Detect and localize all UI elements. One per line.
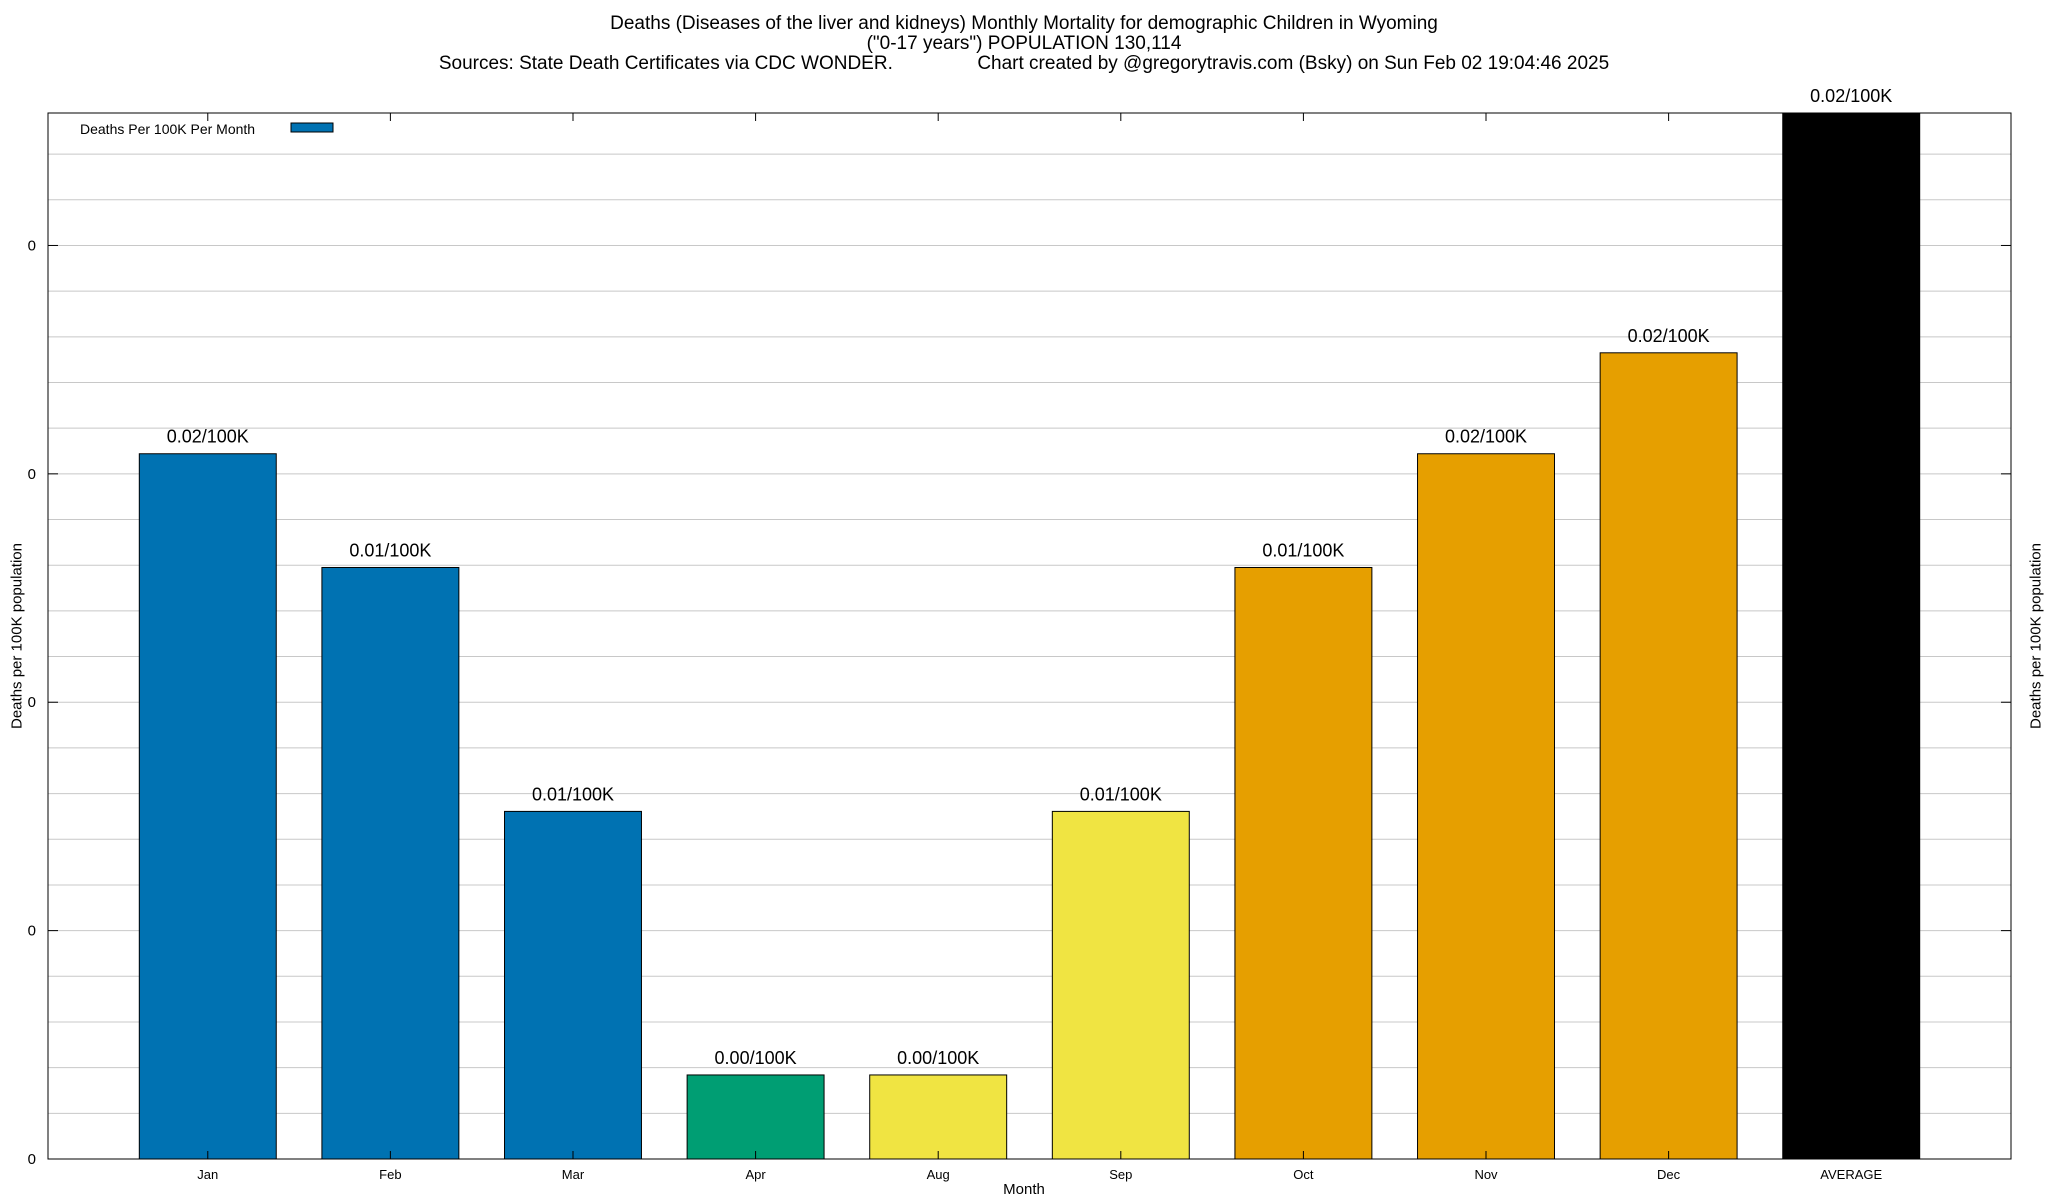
- data-label: 0.02/100K: [1810, 86, 1892, 106]
- x-axis-title: Month: [1003, 1181, 1045, 1198]
- bar-feb: [321, 566, 460, 1160]
- x-tick-label: Jan: [197, 1167, 218, 1182]
- bar-oct: [1234, 566, 1373, 1160]
- x-tick-label: Dec: [1657, 1167, 1681, 1182]
- data-label: 0.02/100K: [1445, 427, 1527, 447]
- data-label: 0.02/100K: [167, 427, 249, 447]
- data-label: 0.00/100K: [715, 1048, 797, 1068]
- bar-sep: [1051, 810, 1190, 1160]
- x-tick-label: AVERAGE: [1820, 1167, 1882, 1182]
- y-axis-title-right: Deaths per 100K population: [2027, 543, 2045, 729]
- x-tick-label: Nov: [1474, 1167, 1498, 1182]
- legend-label: Deaths Per 100K Per Month: [80, 121, 255, 137]
- x-tick-label: Feb: [379, 1167, 401, 1182]
- plot-frame: [47, 112, 2012, 1160]
- x-tick-label: Mar: [562, 1167, 585, 1182]
- x-tick-label: Apr: [745, 1167, 766, 1182]
- y-tick-label: 0: [28, 694, 36, 711]
- x-tick-label: Oct: [1293, 1167, 1314, 1182]
- bar-apr: [686, 1074, 825, 1160]
- data-label: 0.00/100K: [897, 1048, 979, 1068]
- chart-subtitle: ("0-17 years") POPULATION 130,114: [866, 33, 1182, 54]
- bar-jan: [138, 453, 277, 1160]
- bar-mar: [504, 810, 642, 1160]
- bar-average: [1782, 112, 1921, 1160]
- data-label: 0.01/100K: [1080, 784, 1162, 804]
- y-axis-title-left: Deaths per 100K population: [8, 543, 26, 729]
- x-tick-label: Aug: [927, 1167, 950, 1182]
- bar-dec: [1599, 352, 1738, 1160]
- x-tick-label: Sep: [1109, 1167, 1132, 1182]
- y-tick-label: 0: [28, 466, 36, 483]
- bar-aug: [869, 1074, 1008, 1160]
- data-label: 0.01/100K: [1262, 540, 1344, 560]
- chart-source-line: Sources: State Death Certificates via CD…: [438, 53, 1610, 74]
- y-tick-label: 0: [28, 923, 36, 940]
- y-tick-label: 0: [28, 237, 36, 254]
- chart-title: Deaths (Diseases of the liver and kidney…: [610, 13, 1438, 34]
- bar-nov: [1417, 453, 1555, 1160]
- chart-title-block: Deaths (Diseases of the liver and kidney…: [0, 14, 2048, 74]
- data-label: 0.01/100K: [532, 784, 614, 804]
- data-label: 0.02/100K: [1628, 326, 1710, 346]
- y-tick-label: 0: [28, 1151, 36, 1168]
- legend-swatch: [290, 122, 334, 133]
- data-label: 0.01/100K: [349, 540, 431, 560]
